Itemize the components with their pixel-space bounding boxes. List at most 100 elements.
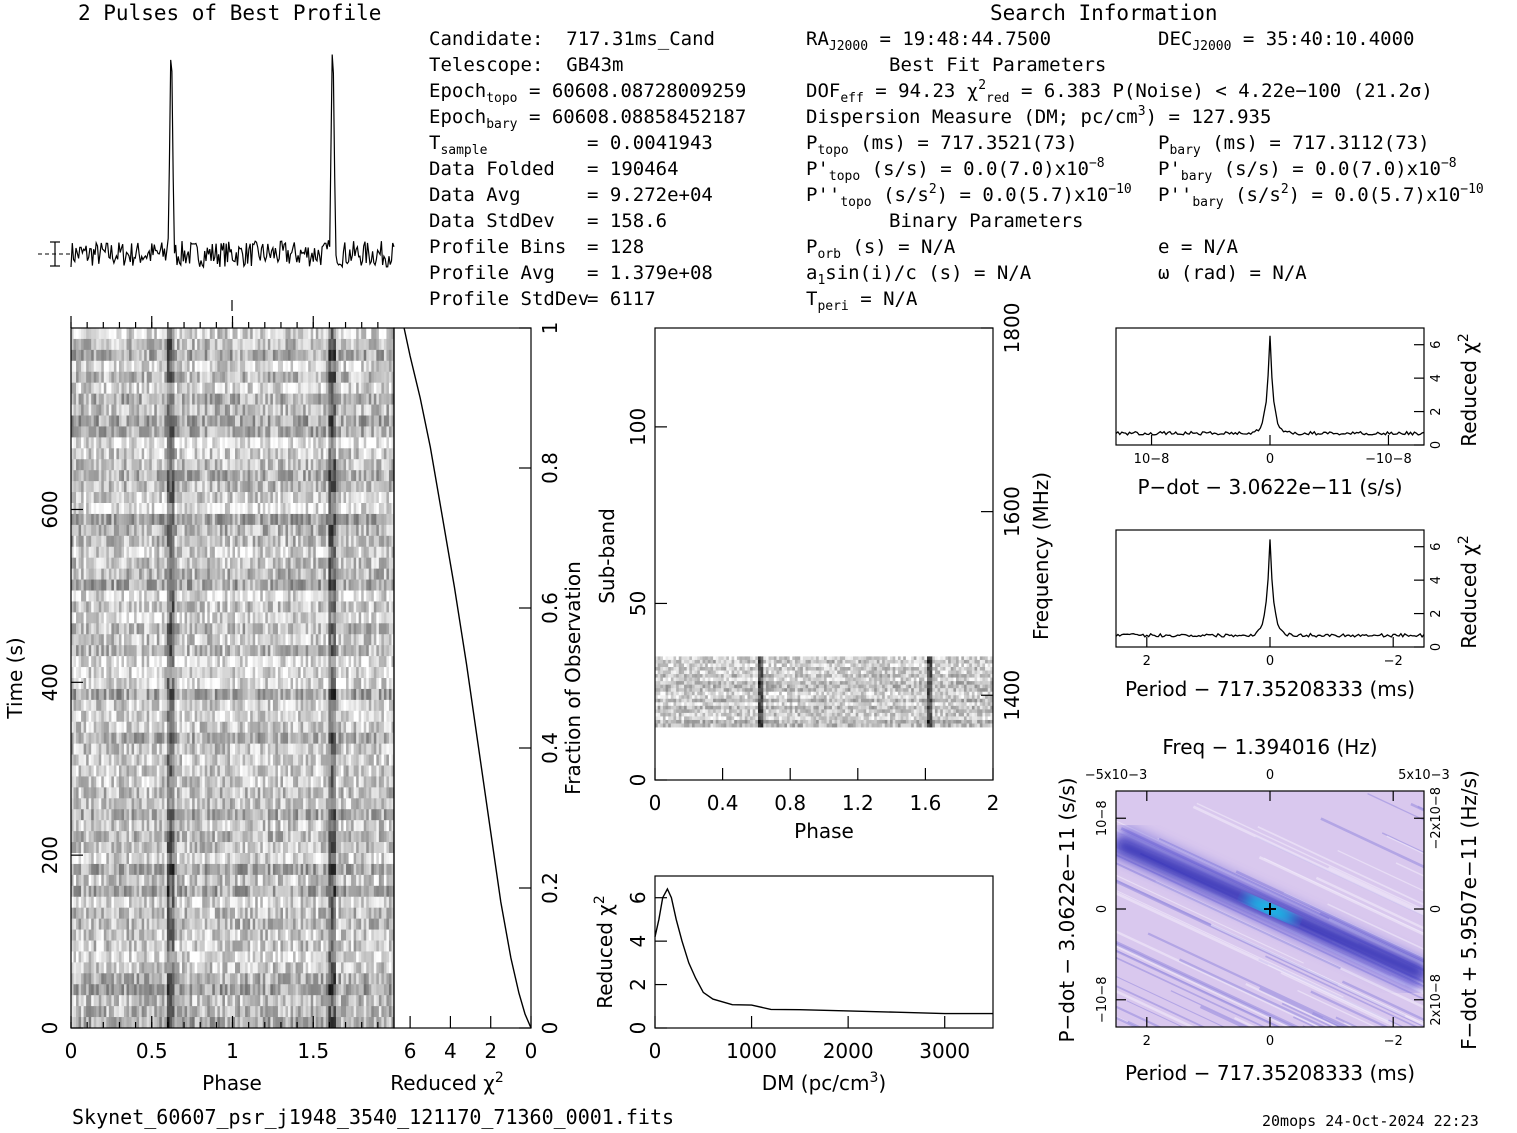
time-phase-cell: [270, 382, 274, 395]
time-phase-cell: [136, 459, 140, 471]
time-phase-cell: [88, 623, 92, 635]
time-phase-cell: [383, 360, 387, 373]
time-phase-cell: [235, 546, 238, 559]
time-phase-cell: [113, 601, 117, 613]
time-phase-cell: [310, 437, 314, 449]
time-phase-cell: [197, 393, 201, 405]
time-phase-cell: [144, 338, 148, 351]
time-phase-cell: [176, 535, 180, 548]
time-phase-cell: [290, 481, 294, 493]
time-phase-cell: [270, 656, 274, 668]
time-phase-cell: [98, 535, 102, 548]
time-phase-cell: [96, 492, 100, 504]
time-phase-cell: [98, 513, 102, 526]
time-phase-cell: [275, 678, 279, 690]
time-phase-cell: [295, 360, 299, 373]
time-phase-cell: [348, 688, 352, 701]
time-phase-cell: [91, 634, 95, 646]
time-phase-cell: [343, 459, 347, 471]
time-phase-cell: [164, 393, 168, 405]
time-phase-cell: [78, 492, 82, 504]
time-phase-cell: [194, 393, 198, 405]
time-phase-cell: [182, 382, 185, 395]
time-phase-cell: [161, 349, 165, 362]
time-phase-cell: [313, 503, 317, 515]
time-phase-cell: [338, 393, 342, 405]
time-phase-cell: [330, 492, 334, 504]
time-phase-cell: [166, 328, 170, 340]
time-phase-cell: [156, 667, 160, 679]
time-phase-cell: [176, 328, 180, 340]
time-phase-cell: [179, 503, 183, 515]
time-phase-cell: [204, 393, 208, 405]
time-phase-cell: [194, 524, 198, 537]
time-phase-cell: [386, 721, 390, 734]
time-phase-cell: [121, 721, 125, 734]
time-phase-cell: [338, 579, 342, 591]
time-phase-cell: [303, 503, 307, 515]
time-phase-cell: [285, 699, 289, 712]
time-phase-cell: [224, 667, 228, 679]
time-phase-cell: [378, 426, 382, 438]
time-phase-cell: [141, 524, 145, 537]
time-phase-cell: [164, 568, 168, 580]
time-phase-cell: [308, 623, 312, 635]
time-phase-cell: [250, 470, 254, 482]
time-phase-cell: [93, 656, 97, 668]
time-phase-cell: [320, 328, 324, 340]
time-phase-cell: [341, 459, 344, 471]
time-phase-cell: [161, 360, 165, 373]
time-phase-cell: [232, 415, 236, 427]
time-phase-cell: [290, 634, 294, 646]
time-phase-cell: [207, 524, 211, 537]
time-phase-cell: [242, 667, 246, 679]
time-phase-cell: [144, 612, 148, 624]
time-phase-cell: [320, 688, 324, 701]
time-phase-cell: [275, 634, 279, 646]
time-phase-cell: [86, 524, 90, 537]
time-phase-cell: [209, 634, 213, 646]
time-phase-cell: [123, 743, 127, 755]
time-phase-cell: [151, 546, 155, 559]
time-phase-cell: [146, 721, 150, 734]
time-phase-cell: [240, 393, 243, 405]
time-phase-cell: [260, 568, 264, 580]
time-phase-cell: [217, 612, 221, 624]
time-phase-cell: [323, 393, 327, 405]
time-phase-cell: [108, 349, 112, 362]
time-phase-cell: [318, 688, 322, 701]
time-phase-cell: [103, 338, 107, 351]
time-phase-cell: [174, 732, 178, 745]
time-phase-cell: [333, 415, 337, 427]
time-phase-cell: [73, 656, 77, 668]
time-phase-cell: [144, 688, 148, 701]
time-phase-cell: [348, 524, 352, 537]
time-phase-cell: [194, 492, 198, 504]
time-phase-cell: [240, 667, 243, 679]
time-phase-cell: [358, 382, 362, 395]
time-phase-cell: [103, 645, 107, 657]
time-phase-cell: [86, 590, 90, 602]
time-phase-cell: [313, 535, 317, 548]
time-phase-cell: [96, 470, 100, 482]
time-phase-cell: [121, 524, 125, 537]
time-phase-cell: [318, 568, 322, 580]
time-phase-cell: [182, 426, 185, 438]
time-phase-cell: [330, 393, 334, 405]
time-phase-cell: [154, 732, 158, 745]
time-phase-cell: [361, 437, 365, 449]
time-phase-cell: [257, 426, 261, 438]
time-phase-cell: [101, 328, 105, 340]
time-phase-cell: [154, 360, 158, 373]
time-phase-cell: [214, 513, 218, 526]
time-phase-cell: [159, 524, 163, 537]
time-phase-cell: [366, 645, 370, 657]
time-phase-cell: [71, 503, 74, 515]
time-phase-cell: [343, 328, 347, 340]
time-phase-cell: [182, 710, 185, 723]
time-phase-cell: [348, 371, 352, 384]
time-phase-cell: [222, 349, 226, 362]
time-phase-cell: [388, 404, 392, 416]
time-phase-cell: [383, 688, 387, 701]
time-phase-cell: [156, 601, 160, 613]
